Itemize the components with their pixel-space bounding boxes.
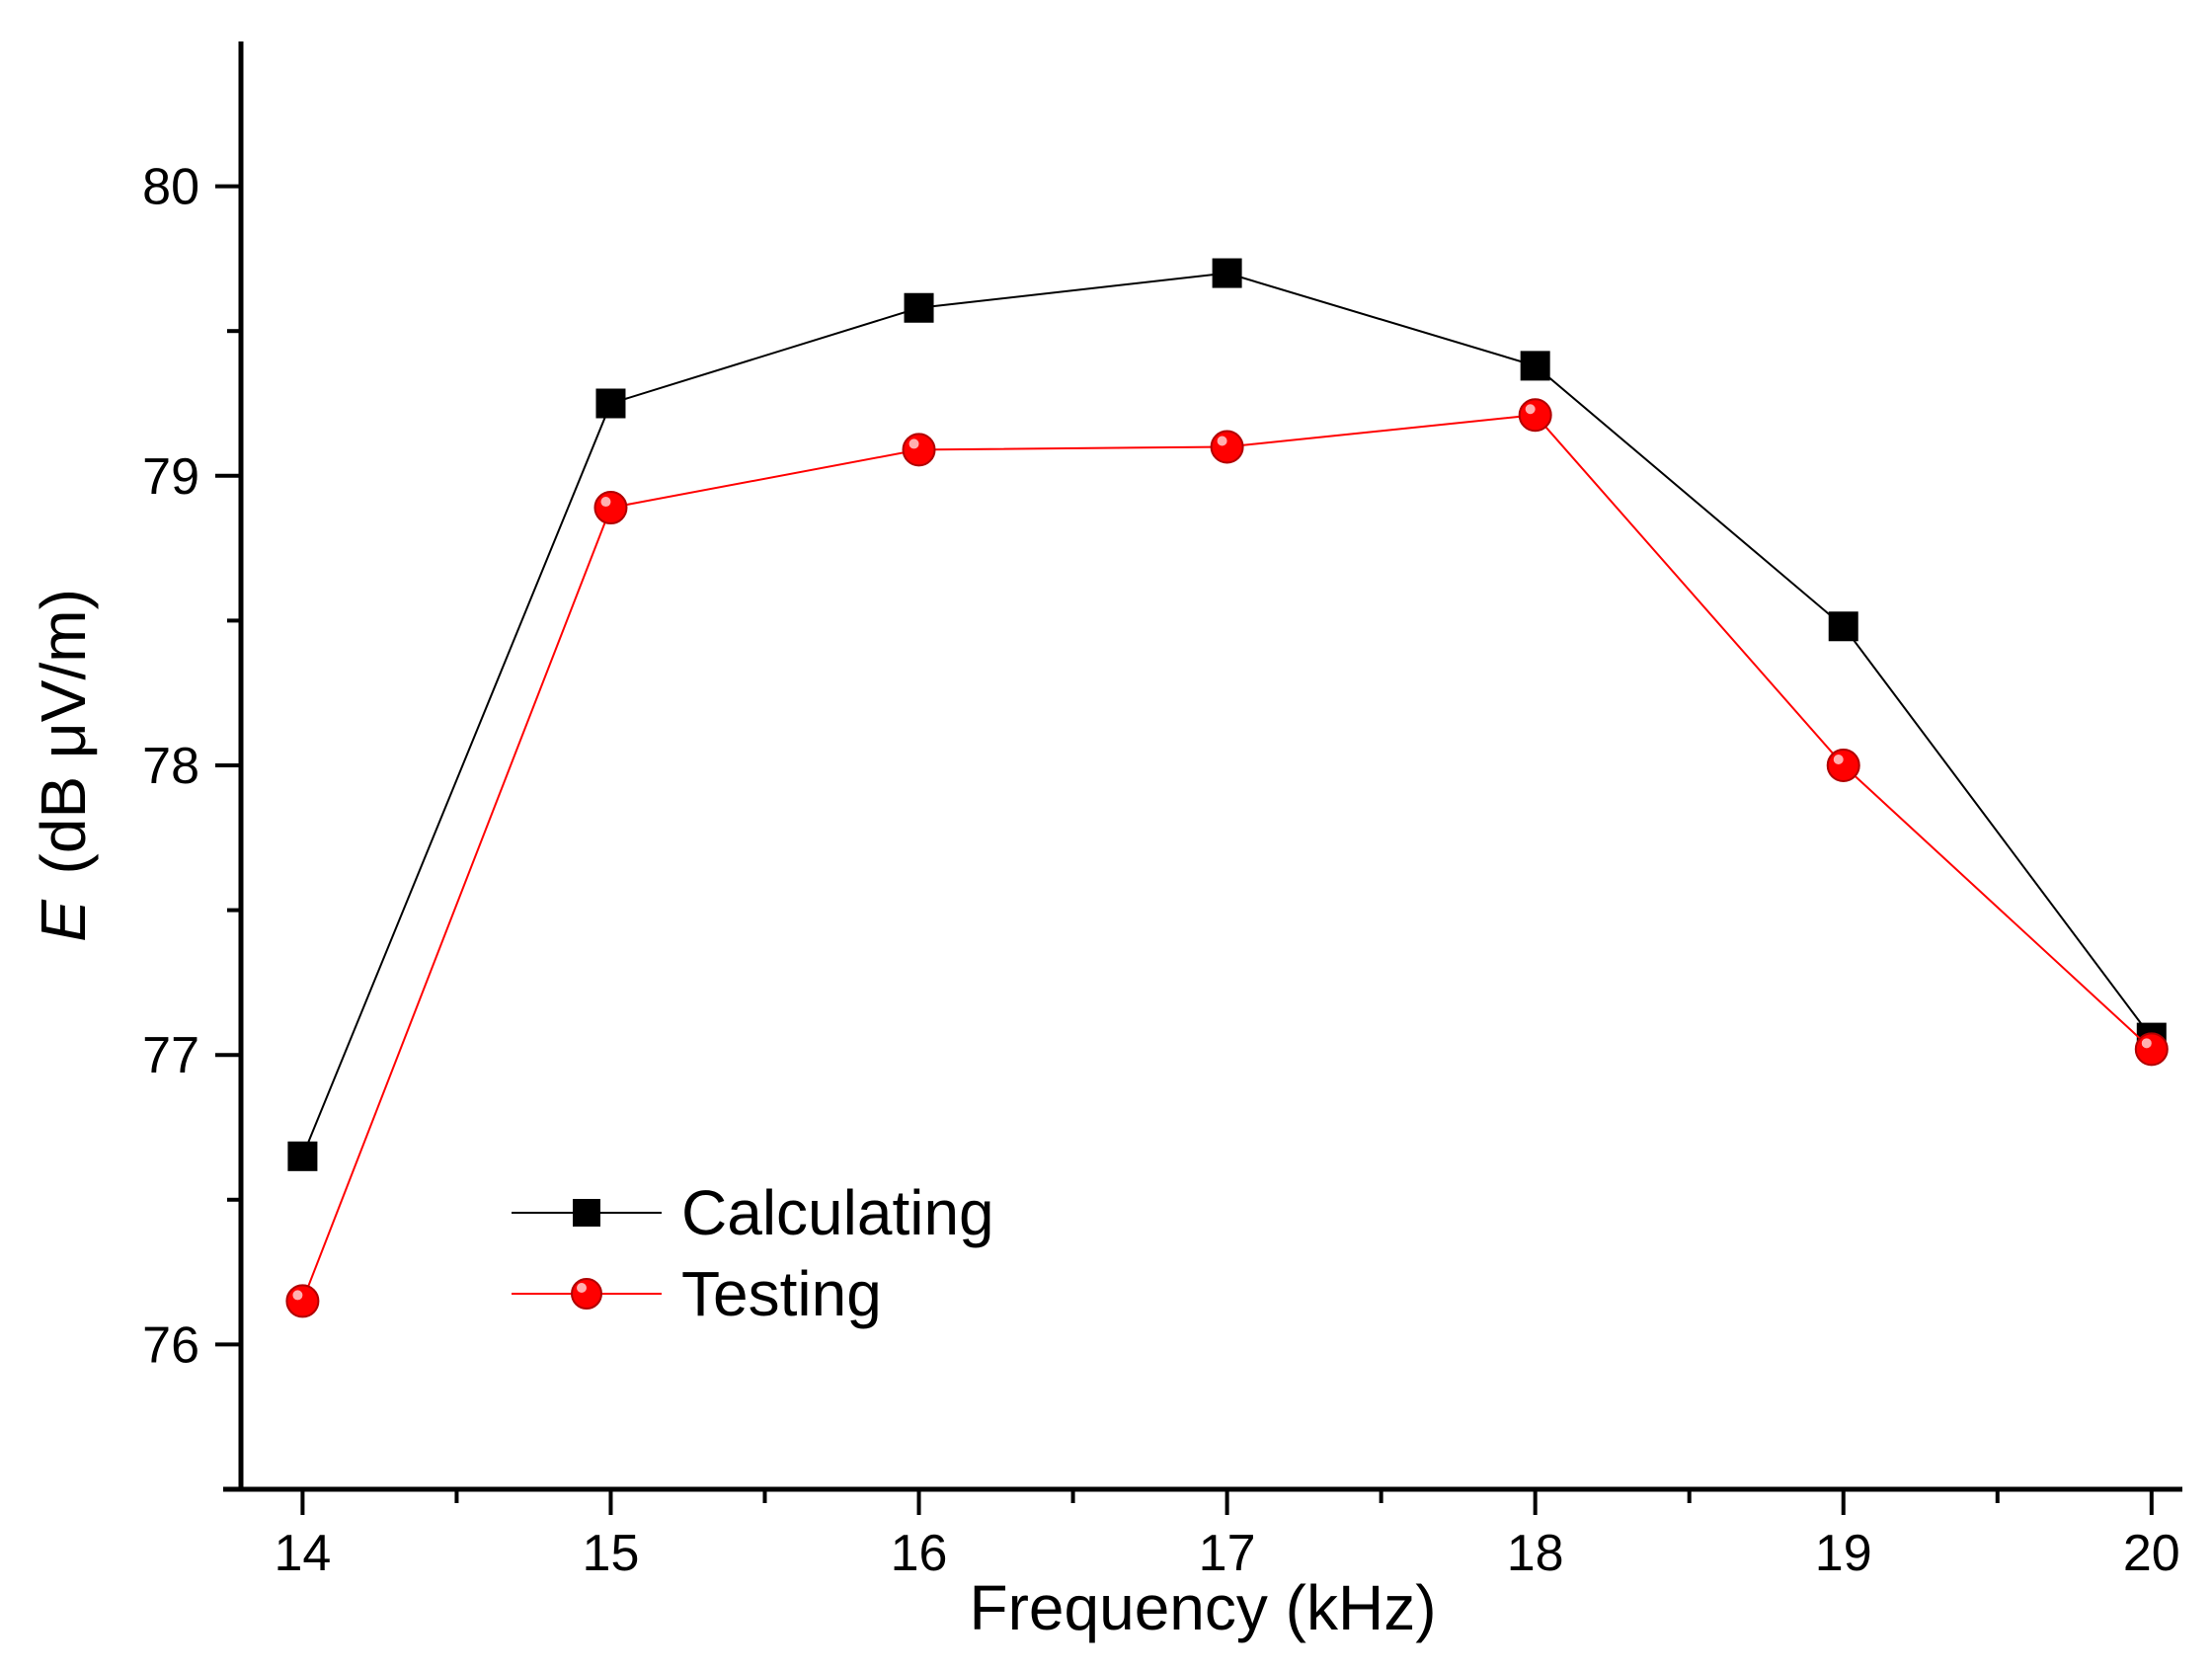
legend-label-calculating: Calculating xyxy=(681,1177,994,1248)
point-testing-15 xyxy=(593,491,628,525)
point-testing-19 xyxy=(1826,749,1860,782)
point-highlight-testing-18 xyxy=(1525,404,1536,415)
legend-marker-testing-highlight xyxy=(577,1283,587,1293)
x-tick-label-17: 17 xyxy=(1199,1525,1256,1582)
point-highlight-testing-20 xyxy=(2141,1038,2152,1049)
y-tick-label-78: 78 xyxy=(142,738,199,795)
x-tick-label-15: 15 xyxy=(583,1525,640,1582)
point-calculating-17 xyxy=(1212,258,1242,288)
y-axis-title-unit: (dB μV/m) xyxy=(28,589,99,874)
point-testing-20 xyxy=(2134,1032,2169,1067)
y-tick-label-77: 77 xyxy=(142,1027,199,1084)
y-tick-label-79: 79 xyxy=(142,448,199,506)
point-highlight-testing-15 xyxy=(600,497,611,508)
legend-marker-calculating xyxy=(573,1199,600,1227)
axes xyxy=(223,41,2182,1492)
point-highlight-testing-14 xyxy=(292,1290,303,1301)
x-tick-label-19: 19 xyxy=(1815,1525,1872,1582)
series-calculating xyxy=(287,258,2167,1171)
series-layer xyxy=(285,258,2169,1318)
point-highlight-testing-19 xyxy=(1833,755,1844,764)
series-line-testing xyxy=(301,414,2153,1302)
x-tick-label-18: 18 xyxy=(1507,1525,1564,1582)
legend: Calculating Testing xyxy=(512,1177,994,1329)
legend-label-testing: Testing xyxy=(681,1258,882,1329)
point-testing-18 xyxy=(1518,398,1552,433)
point-highlight-testing-17 xyxy=(1217,436,1227,446)
point-calculating-19 xyxy=(1828,611,1858,642)
point-calculating-14 xyxy=(287,1141,318,1171)
point-calculating-16 xyxy=(904,292,934,323)
legend-item-calculating: Calculating xyxy=(512,1177,994,1248)
series-testing xyxy=(285,398,2169,1318)
legend-marker-testing xyxy=(571,1278,602,1310)
ticks: 14 15 16 17 18 19 20 76 77 78 79 80 xyxy=(142,159,2180,1582)
point-testing-16 xyxy=(902,433,936,467)
x-tick-label-14: 14 xyxy=(274,1525,331,1582)
point-highlight-testing-16 xyxy=(908,438,919,449)
y-tick-label-76: 76 xyxy=(142,1316,199,1374)
x-tick-label-20: 20 xyxy=(2123,1525,2180,1582)
y-axis-title: E (dB μV/m) xyxy=(28,589,99,942)
legend-item-testing: Testing xyxy=(512,1258,882,1329)
y-tick-label-80: 80 xyxy=(142,159,199,216)
series-line-calculating xyxy=(301,272,2153,1157)
point-testing-14 xyxy=(285,1284,320,1318)
y-axis-title-symbol: E xyxy=(28,899,99,942)
x-tick-label-16: 16 xyxy=(891,1525,948,1582)
x-axis-title: Frequency (kHz) xyxy=(970,1572,1437,1643)
point-calculating-18 xyxy=(1520,351,1550,381)
point-calculating-15 xyxy=(595,388,626,419)
point-testing-17 xyxy=(1210,430,1244,464)
